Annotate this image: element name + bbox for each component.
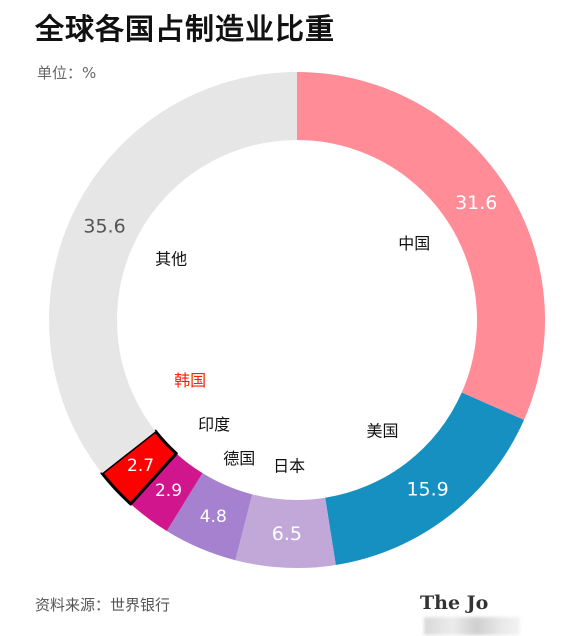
source-label: 资料来源：世界银行 xyxy=(35,596,171,614)
value-label-3: 6.5 xyxy=(272,523,302,545)
category-label-2: 美国 xyxy=(366,421,398,440)
donut-slice-7 xyxy=(48,72,298,474)
unit-label: 单位：% xyxy=(37,64,97,82)
donut-slice-5 xyxy=(130,453,203,532)
donut-labels: 31.6 中国 15.9 美国 6.5 日本 4.8 德国 2.9 印度 2.7 韩国 35.6 其他 xyxy=(83,192,497,545)
logo-blur xyxy=(424,617,520,635)
logo-text: The Jo xyxy=(420,592,489,614)
donut-slice-3 xyxy=(235,494,336,568)
value-label-2: 15.9 xyxy=(406,479,448,501)
donut-slice-1 xyxy=(297,72,545,420)
value-label-4: 4.8 xyxy=(200,507,227,527)
category-label-5: 印度 xyxy=(198,415,230,434)
category-label-6: 韩国 xyxy=(174,371,206,390)
value-label-7: 35.6 xyxy=(83,215,125,237)
category-label-3: 日本 xyxy=(273,456,305,475)
category-label-1: 中国 xyxy=(398,234,430,253)
category-label-4: 德国 xyxy=(223,449,255,468)
category-label-7: 其他 xyxy=(155,249,187,268)
donut-slice-6 xyxy=(100,429,178,506)
publisher-logo: The Jo xyxy=(420,592,581,636)
chart-title: 全球各国占制造业比重 xyxy=(35,12,336,46)
value-label-6: 2.7 xyxy=(127,456,154,476)
donut-slices xyxy=(48,72,545,568)
value-label-5: 2.9 xyxy=(155,481,182,501)
value-label-1: 31.6 xyxy=(455,192,497,214)
donut-slice-2 xyxy=(325,392,524,565)
donut-slice-4 xyxy=(166,473,253,561)
